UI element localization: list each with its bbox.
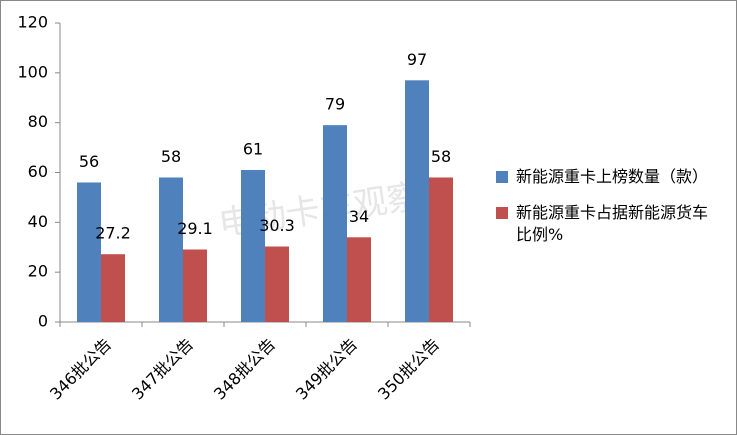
- y-tick-label: 20: [28, 262, 48, 281]
- y-tick-label: 100: [17, 62, 48, 81]
- data-label: 30.3: [259, 216, 295, 235]
- bar: [241, 170, 265, 322]
- bar: [405, 80, 429, 322]
- bar: [323, 125, 347, 323]
- bar: [159, 177, 183, 322]
- bar: [77, 182, 101, 322]
- data-label: 56: [79, 152, 99, 171]
- legend-label: 新能源重卡占据新能源货车比例%: [516, 203, 709, 244]
- legend-entry: 新能源重卡上榜数量（款）: [496, 166, 716, 188]
- data-label: 79: [325, 95, 345, 114]
- y-tick-label: 80: [28, 112, 48, 131]
- data-label: 34: [349, 207, 369, 226]
- data-label: 61: [243, 140, 263, 159]
- legend: 新能源重卡上榜数量（款） 新能源重卡占据新能源货车比例%: [496, 166, 716, 260]
- legend-label: 新能源重卡上榜数量（款）: [516, 167, 709, 186]
- data-label: 58: [431, 147, 451, 166]
- bar: [347, 237, 371, 322]
- data-label: 27.2: [95, 224, 131, 243]
- y-tick-label: 0: [38, 312, 48, 331]
- legend-swatch: [496, 171, 508, 183]
- y-tick-label: 40: [28, 212, 48, 231]
- data-label: 97: [407, 50, 427, 69]
- data-label: 58: [161, 147, 181, 166]
- bar: [101, 254, 125, 322]
- legend-swatch: [496, 207, 508, 219]
- bar: [265, 246, 289, 322]
- data-label: 29.1: [177, 219, 213, 238]
- y-tick-label: 60: [28, 162, 48, 181]
- bar: [183, 249, 207, 322]
- legend-entry: 新能源重卡占据新能源货车比例%: [496, 202, 716, 246]
- bar: [429, 177, 453, 322]
- y-tick-label: 120: [17, 13, 48, 32]
